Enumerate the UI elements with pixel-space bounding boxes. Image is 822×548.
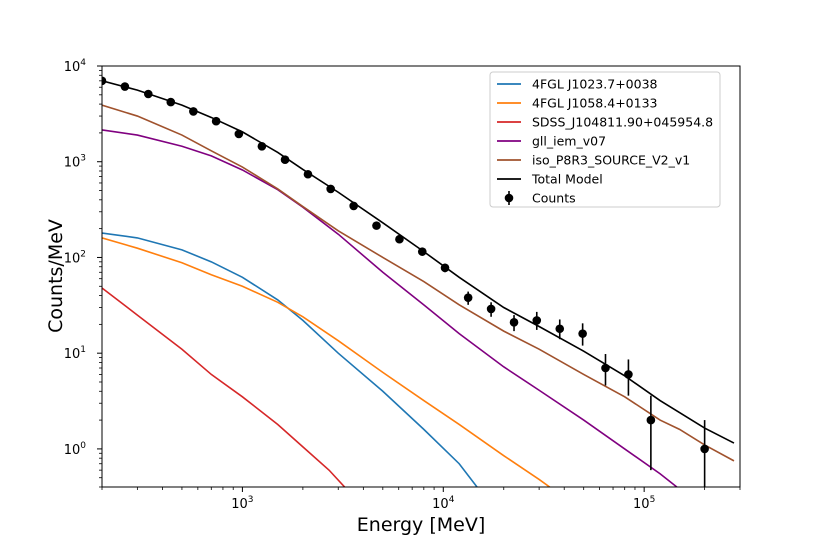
counts-marker-17 [486,304,496,314]
series-line-2 [102,287,346,487]
x-axis-title: Energy [MeV] [357,514,485,536]
legend-entry-1: 4FGL J1058.4+0133 [497,96,657,111]
series-line-1 [102,237,551,487]
counts-marker-16 [463,293,473,302]
counts-point-6 [234,129,244,139]
counts-marker-10 [326,184,335,194]
ticks-layer [97,65,741,492]
legend-entry-4: iso_P8R3_SOURCE_V2_v1 [497,153,690,168]
legend-label-1: 4FGL J1058.4+0133 [532,96,657,111]
counts-marker-13 [395,234,404,244]
counts-marker-8 [280,155,290,164]
counts-point-7 [257,141,267,151]
legend-label-5: Total Model [531,172,603,187]
counts-marker-4 [189,107,198,116]
counts-point-19 [532,311,542,330]
legend-entry-2: SDSS_J104811.90+045954.8 [497,115,713,130]
counts-point-12 [372,221,381,230]
counts-marker-5 [211,116,221,126]
counts-point-3 [166,97,176,107]
counts-marker-1 [120,82,130,91]
counts-marker-22 [601,363,610,373]
counts-point-13 [395,234,404,244]
tick-labels-layer: 103 104 105 100 101 102 103 104 [64,58,656,512]
x-tick-label-2: 105 [633,495,655,512]
counts-point-18 [509,315,519,332]
counts-point-5 [211,116,221,126]
counts-marker-25 [700,444,709,454]
counts-marker-11 [349,201,358,211]
counts-point-17 [486,302,496,317]
legend-box [489,71,721,208]
counts-point-14 [417,247,427,256]
x-tick-label-1: 104 [432,495,455,512]
legend-label-0: 4FGL J1023.7+0038 [532,77,658,92]
counts-point-21 [578,323,587,346]
counts-marker-21 [578,329,587,338]
legend-label-4: iso_P8R3_SOURCE_V2_v1 [532,153,690,168]
counts-point-25 [700,420,709,487]
counts-marker-23 [624,370,633,379]
legend-entry-counts: Counts [504,191,576,206]
counts-marker-20 [555,324,565,334]
y-tick-label-1: 101 [64,345,86,362]
counts-marker-6 [234,129,244,139]
legend-label-3: gll_iem_v07 [532,134,606,149]
counts-point-24 [646,395,656,471]
y-axis-title: Counts/MeV [45,219,67,333]
y-tick-label-2: 102 [64,249,86,266]
series-line-3 [102,129,679,487]
legend-label-2: SDSS_J104811.90+045954.8 [532,115,713,130]
legend-entry-5: Total Model [497,172,603,187]
counts-marker-12 [372,221,381,230]
counts-point-23 [624,359,633,396]
counts-marker-18 [509,318,519,327]
counts-point-1 [120,82,130,91]
counts-marker-9 [303,169,313,179]
counts-point-11 [349,201,358,211]
counts-marker-3 [166,97,176,107]
counts-point-8 [280,155,290,164]
counts-marker-14 [417,247,427,256]
counts-point-15 [440,263,450,273]
counts-point-4 [189,107,198,116]
counts-marker-0 [102,76,107,86]
legend: 4FGL J1023.7+0038 4FGL J1058.4+0133 SDSS_J… [489,71,721,208]
counts-point-2 [143,89,153,99]
counts-point-16 [463,291,473,305]
counts-marker-2 [143,89,153,99]
counts-point-9 [303,169,313,179]
y-tick-label-4: 104 [64,58,87,75]
legend-entry-0: 4FGL J1023.7+0038 [497,77,658,92]
counts-point-10 [326,184,335,194]
counts-point-0 [102,76,107,86]
counts-marker-19 [532,316,542,325]
counts-layer [102,76,709,487]
counts-marker-24 [646,415,656,425]
counts-point-22 [601,354,610,386]
series-line-4 [102,104,735,462]
x-tick-label-0: 103 [231,495,253,512]
y-tick-label-0: 100 [64,441,87,458]
y-tick-label-3: 103 [64,154,86,171]
legend-entry-3: gll_iem_v07 [497,134,606,149]
plot-frame [101,65,741,488]
counts-point-20 [555,319,565,340]
counts-marker-15 [440,263,450,273]
legend-counts-marker [504,193,514,203]
legend-label-counts: Counts [532,191,576,206]
counts-marker-7 [257,141,267,151]
